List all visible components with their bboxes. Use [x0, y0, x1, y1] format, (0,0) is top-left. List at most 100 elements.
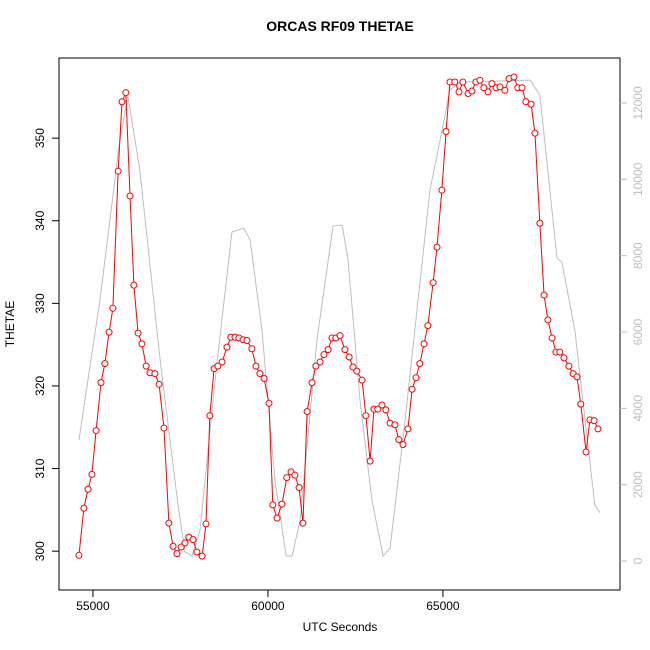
data-point	[198, 552, 206, 560]
data-point	[134, 329, 142, 337]
y-tick-label: 330	[33, 293, 47, 313]
data-point	[531, 129, 539, 137]
data-point	[336, 332, 344, 340]
data-point	[404, 425, 412, 433]
data-point	[114, 167, 122, 175]
data-point	[88, 470, 96, 478]
data-point	[126, 192, 134, 200]
data-point	[308, 379, 316, 387]
data-point	[484, 88, 492, 96]
data-point	[214, 362, 222, 370]
data-point	[303, 408, 311, 416]
data-point	[412, 374, 420, 382]
data-point	[573, 373, 581, 381]
data-point	[295, 484, 303, 492]
data-point	[429, 279, 437, 287]
data-point	[283, 474, 291, 482]
y-tick-label: 340	[33, 210, 47, 230]
y-axis-label: THETAE	[3, 301, 17, 347]
y2-tick-label: 4000	[631, 395, 645, 422]
y-tick-label: 300	[33, 541, 47, 561]
data-point	[451, 78, 459, 86]
data-point	[181, 539, 189, 547]
data-point	[353, 367, 361, 375]
data-point	[160, 424, 168, 432]
data-point	[399, 441, 407, 449]
data-point	[577, 400, 585, 408]
data-point	[590, 417, 598, 425]
data-point	[378, 401, 386, 409]
data-point	[518, 84, 526, 92]
data-point	[177, 543, 185, 551]
data-point	[362, 412, 370, 420]
data-point	[130, 281, 138, 289]
data-point	[218, 358, 226, 366]
data-point	[424, 322, 432, 330]
data-point	[299, 519, 307, 527]
data-point	[101, 360, 109, 368]
data-point	[155, 380, 163, 388]
data-point	[151, 370, 159, 378]
x-tick-label: 55000	[76, 599, 110, 613]
data-point	[173, 550, 181, 558]
data-point	[265, 399, 273, 407]
y2-tick-label: 12000	[631, 86, 645, 120]
data-point	[565, 362, 573, 370]
chart-title: ORCAS RF09 THETAE	[266, 18, 414, 34]
data-point	[560, 354, 568, 362]
data-point	[312, 362, 320, 370]
data-point	[510, 73, 518, 81]
data-point	[536, 219, 544, 227]
data-point	[169, 542, 177, 550]
data-point	[480, 84, 488, 92]
y-tick-label: 310	[33, 458, 47, 478]
data-point	[455, 88, 463, 96]
plot-frame	[58, 57, 621, 591]
data-point	[374, 405, 382, 413]
data-point	[395, 436, 403, 444]
data-point	[142, 362, 150, 370]
data-point	[391, 421, 399, 429]
y-tick-label: 350	[33, 128, 47, 148]
data-point	[320, 351, 328, 359]
data-point	[122, 89, 130, 97]
data-point	[341, 346, 349, 354]
data-point	[256, 370, 264, 378]
data-point	[544, 316, 552, 324]
data-point	[278, 500, 286, 508]
data-point	[84, 485, 92, 493]
y-tick-label: 320	[33, 376, 47, 396]
data-point	[92, 427, 100, 435]
data-point	[165, 519, 173, 527]
data-point	[442, 128, 450, 136]
y2-tick-label: 0	[631, 557, 645, 564]
data-point	[420, 340, 428, 348]
data-point	[75, 551, 83, 559]
data-point	[193, 548, 201, 556]
data-point	[527, 100, 535, 108]
data-point	[243, 337, 251, 345]
data-point	[223, 343, 231, 351]
data-point	[105, 328, 113, 336]
data-point	[468, 87, 476, 95]
data-point	[291, 471, 299, 479]
data-point	[260, 375, 268, 383]
data-point	[118, 98, 126, 106]
data-point	[138, 340, 146, 348]
data-point	[273, 514, 281, 522]
data-point	[109, 304, 117, 312]
x-tick-label: 65000	[426, 599, 460, 613]
data-point	[324, 346, 332, 354]
y2-tick-label: 8000	[631, 242, 645, 269]
data-point	[189, 536, 197, 544]
data-point	[408, 385, 416, 393]
data-point	[349, 363, 357, 371]
data-point	[80, 504, 88, 512]
data-point	[496, 83, 504, 91]
data-point	[202, 520, 210, 528]
data-point	[556, 348, 564, 356]
data-point	[459, 78, 467, 86]
series-line	[78, 79, 601, 558]
data-point	[345, 353, 353, 361]
data-point	[476, 76, 484, 84]
